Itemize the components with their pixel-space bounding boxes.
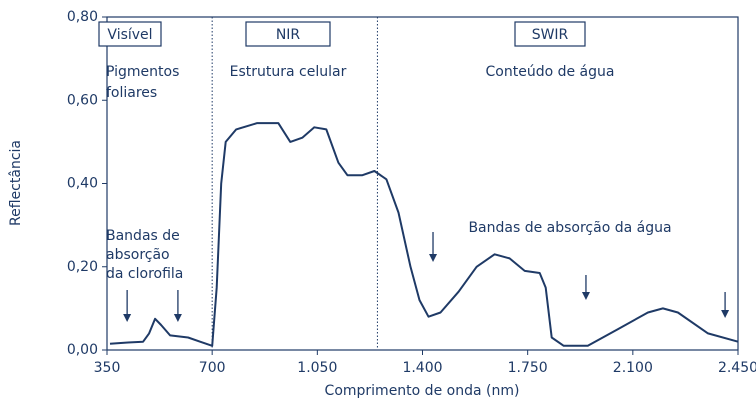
region-description: Pigmentos <box>106 64 179 80</box>
region-description: Conteúdo de água <box>486 64 615 80</box>
y-tick-label: 0,80 <box>67 9 98 25</box>
x-tick-label: 1.750 <box>508 360 548 376</box>
y-tick-label: 0,20 <box>67 259 98 275</box>
x-axis-label: Comprimento de onda (nm) <box>325 383 520 399</box>
arrow-head <box>721 310 730 318</box>
annotation-text: Bandas de <box>106 228 180 244</box>
region-label: NIR <box>276 27 301 43</box>
y-tick-label: 0,00 <box>67 342 98 358</box>
arrow-head <box>123 314 132 322</box>
x-tick-label: 350 <box>94 360 121 376</box>
reflectance-line <box>109 122 739 347</box>
annotation-text: da clorofila <box>106 266 183 282</box>
x-tick-label: 2.100 <box>613 360 653 376</box>
region-label: SWIR <box>532 27 569 43</box>
x-tick-label: 1.400 <box>402 360 442 376</box>
region-box <box>245 21 331 47</box>
x-tick-label: 1.050 <box>297 360 337 376</box>
region-box <box>98 21 162 47</box>
x-tick-label: 2.450 <box>718 360 756 376</box>
x-tick-label: 700 <box>199 360 226 376</box>
region-description: foliares <box>106 85 157 101</box>
arrow-head <box>581 292 590 300</box>
y-tick-label: 0,40 <box>67 176 98 192</box>
annotation-text: Bandas de absorção da água <box>468 220 671 236</box>
region-label: Visível <box>107 27 152 43</box>
arrow-head <box>173 314 182 322</box>
y-axis-label: Reflectância <box>8 140 24 226</box>
arrow-head <box>429 254 438 262</box>
plot-frame <box>106 16 739 351</box>
y-tick-label: 0,60 <box>67 92 98 108</box>
annotation-text: absorção <box>106 247 170 263</box>
region-box <box>514 21 586 47</box>
region-description: Estrutura celular <box>230 64 347 80</box>
